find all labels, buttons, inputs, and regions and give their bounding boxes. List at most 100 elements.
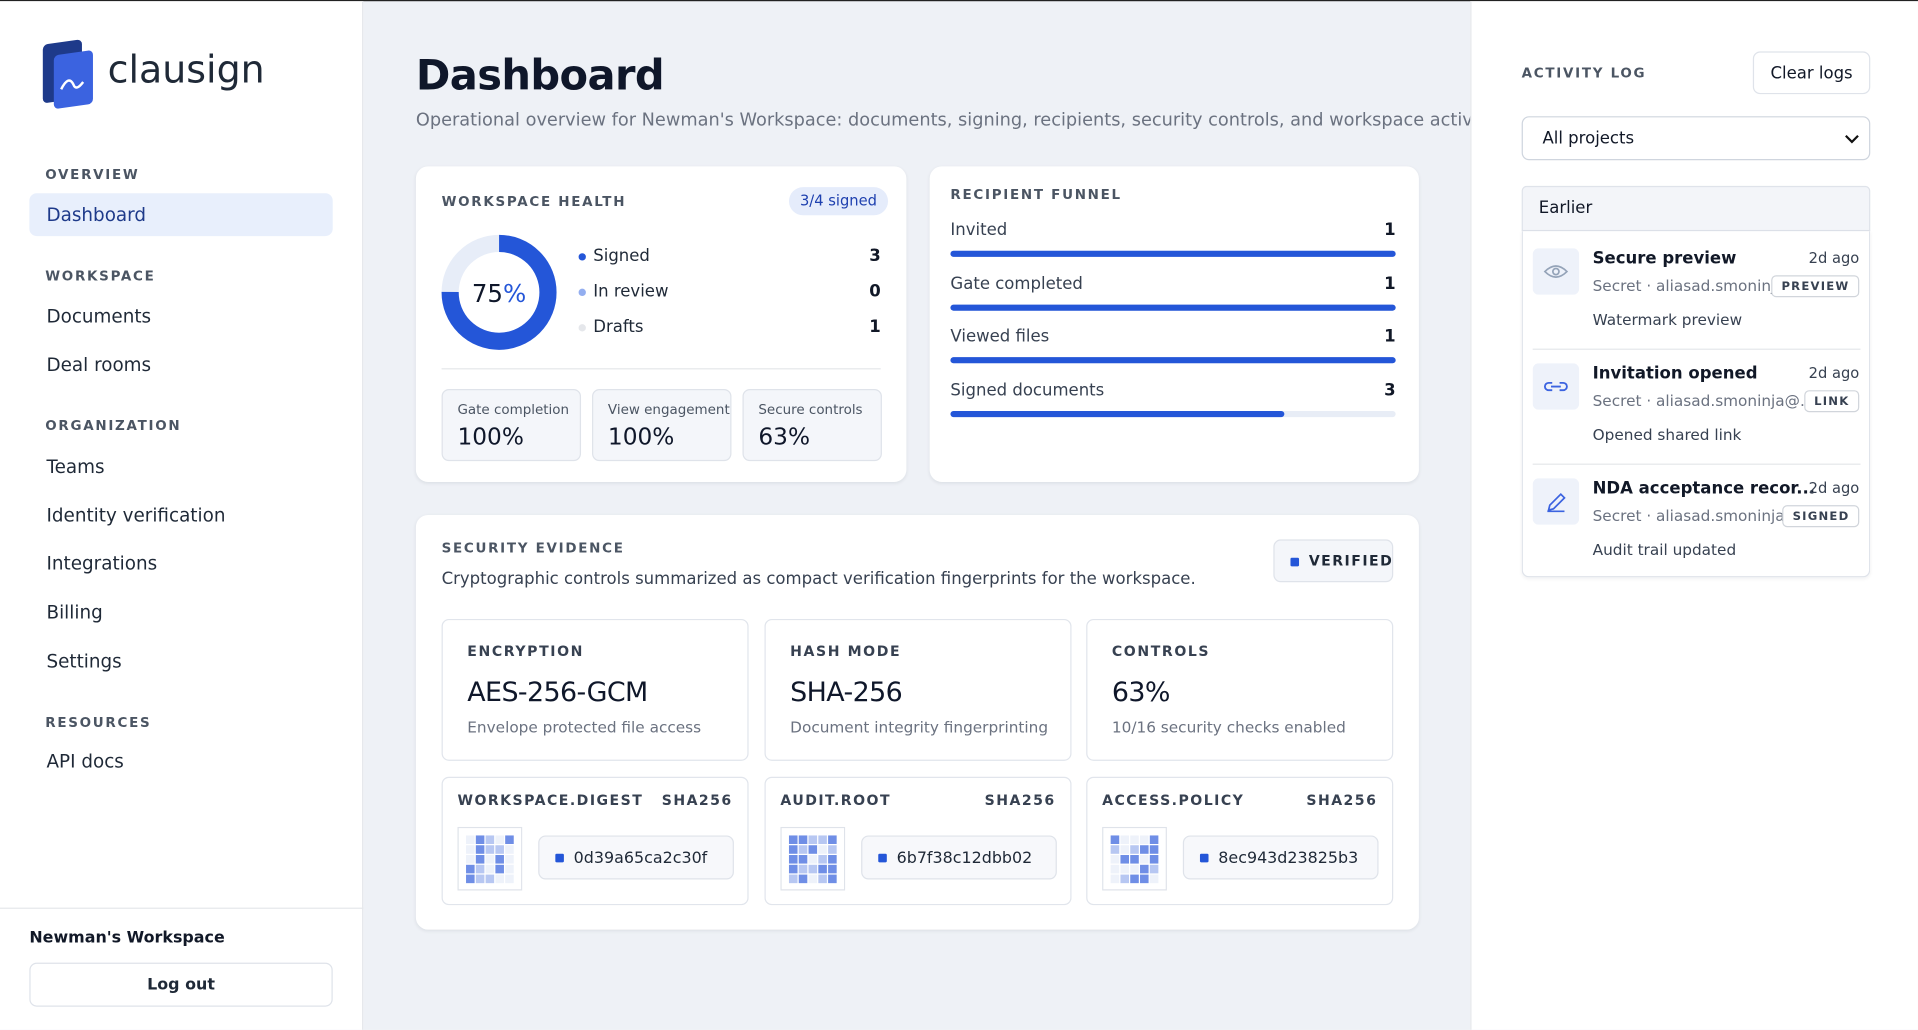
fingerprint-cell: [1149, 864, 1159, 874]
stat-box: Gate completion 100%: [441, 388, 582, 462]
fingerprint-cell: [1140, 864, 1149, 874]
nav-item[interactable]: Documents: [46, 305, 152, 328]
item-time: 2d ago: [1808, 364, 1860, 382]
digest-algo: SHA256: [661, 791, 733, 809]
fingerprint-cell: [788, 835, 798, 845]
digest-label: AUDIT.ROOT: [780, 791, 892, 809]
workspace-name: Newman's Workspace: [29, 929, 225, 948]
nav-item[interactable]: Teams: [46, 455, 105, 478]
fingerprint-cell: [466, 855, 475, 864]
funnel-label: Viewed files: [950, 326, 1050, 347]
fingerprint-cell: [1120, 864, 1130, 874]
fingerprint-cell: [505, 845, 514, 854]
fingerprint-cell: [1149, 835, 1159, 845]
nav-item[interactable]: Identity verification: [46, 504, 226, 527]
stat-value: 100%: [457, 423, 524, 451]
hash-box: 0d39a65ca2c30f: [538, 835, 734, 880]
fingerprint-cell: [475, 855, 485, 864]
evidence-label: HASH MODE: [790, 642, 902, 660]
nav-item[interactable]: Billing: [46, 601, 103, 624]
hash-dot: [878, 853, 887, 863]
funnel-label: Gate completed: [950, 273, 1083, 294]
fingerprint: [1102, 826, 1167, 891]
eye: [1543, 265, 1569, 278]
nav-section-title: WORKSPACE: [45, 268, 156, 285]
fingerprint-cell: [1110, 835, 1120, 845]
health-badge: 3/4 signed: [788, 187, 888, 216]
digest-algo: SHA256: [1306, 791, 1378, 809]
fingerprint-cell: [475, 845, 485, 854]
nav-item[interactable]: Settings: [46, 650, 122, 673]
sidebar: clausign OVERVIEW Dashboard WORKSPACE Docume…: [0, 1, 364, 1030]
fingerprint-cell: [466, 835, 475, 845]
fingerprint-cell: [798, 855, 808, 864]
security-card: SECURITY EVIDENCE Cryptographic controls …: [415, 514, 1419, 930]
nav-item[interactable]: Dashboard: [46, 203, 147, 226]
logout-button[interactable]: Log out: [29, 962, 333, 1007]
fingerprint-cell: [475, 864, 485, 874]
digest-card: WORKSPACE.DIGEST SHA256 0d39a65ca2c30f: [441, 776, 749, 906]
fingerprint-cell: [1120, 835, 1130, 845]
evidence-value: 63%: [1111, 677, 1171, 709]
funnel-card: RECIPIENT FUNNEL Invited 1 Gate completed 1 V…: [929, 166, 1419, 482]
hash-value: 0d39a65ca2c30f: [573, 849, 708, 868]
nav-item[interactable]: Deal rooms: [46, 354, 152, 377]
fingerprint-cell: [475, 874, 485, 884]
nav-section-title: RESOURCES: [45, 714, 152, 731]
evidence-card: CONTROLS 63% 10/16 security checks enabled: [1086, 618, 1394, 761]
fingerprint-cell: [466, 845, 475, 854]
fingerprint-cell: [485, 855, 495, 864]
fingerprint-cell: [808, 855, 818, 864]
fingerprint-cell: [466, 864, 475, 874]
fingerprint-cell: [505, 855, 514, 864]
legend-dot: [578, 324, 586, 332]
evidence-label: ENCRYPTION: [467, 642, 585, 660]
stat-box: View engagement 100%: [592, 388, 732, 462]
nav-item[interactable]: API docs: [46, 750, 124, 773]
card-title: RECIPIENT FUNNEL: [950, 186, 1122, 203]
legend-value: 1: [869, 317, 881, 337]
digest-card: ACCESS.POLICY SHA256 8ec943d23825b3: [1086, 776, 1394, 906]
funnel-value: 3: [1384, 380, 1396, 400]
fingerprint-cell: [495, 835, 504, 845]
fingerprint-cell: [1120, 845, 1130, 854]
item-title: Secure preview: [1592, 248, 1737, 269]
logo: [42, 39, 93, 109]
fingerprint-cell: [495, 855, 504, 864]
card-title: WORKSPACE HEALTH: [441, 193, 627, 210]
fingerprint-cell: [495, 845, 504, 854]
fingerprint: [780, 826, 846, 891]
funnel-value: 1: [1384, 220, 1396, 241]
donut-label: 75%: [438, 279, 560, 308]
stat-value: 100%: [607, 423, 675, 451]
clear-logs-button[interactable]: Clear logs: [1752, 51, 1871, 95]
select-label: All projects: [1542, 128, 1635, 149]
project-select[interactable]: All projects: [1521, 116, 1871, 161]
hash-value: 6b7f38c12dbb02: [896, 849, 1033, 868]
nav-item[interactable]: Integrations: [46, 552, 158, 575]
fingerprint-cell: [1130, 864, 1139, 874]
fingerprint-cell: [798, 835, 808, 845]
fingerprint-cell: [485, 864, 495, 874]
digest-label: ACCESS.POLICY: [1102, 791, 1245, 809]
hash-box: 8ec943d23825b3: [1182, 835, 1379, 880]
fingerprint-cell: [1110, 864, 1120, 874]
fingerprint-cell: [808, 835, 818, 845]
fingerprint-cell: [1149, 855, 1159, 864]
donut: [441, 234, 557, 350]
fingerprint-cell: [475, 835, 485, 845]
fingerprint-cell: [808, 864, 818, 874]
evidence-note: Envelope protected file access: [467, 717, 702, 737]
evidence-label: CONTROLS: [1111, 642, 1211, 660]
link: [1544, 381, 1568, 392]
donut-unit: %: [503, 278, 527, 309]
item-tag: LINK: [1804, 390, 1860, 413]
group-header: Earlier: [1521, 185, 1871, 232]
fingerprint-cell: [466, 874, 475, 884]
page-title: Dashboard: [415, 51, 665, 101]
icon-bg: [1532, 248, 1580, 295]
fingerprint-cell: [1110, 845, 1120, 854]
fingerprint-cell: [818, 874, 827, 884]
fingerprint-cell: [485, 874, 495, 884]
